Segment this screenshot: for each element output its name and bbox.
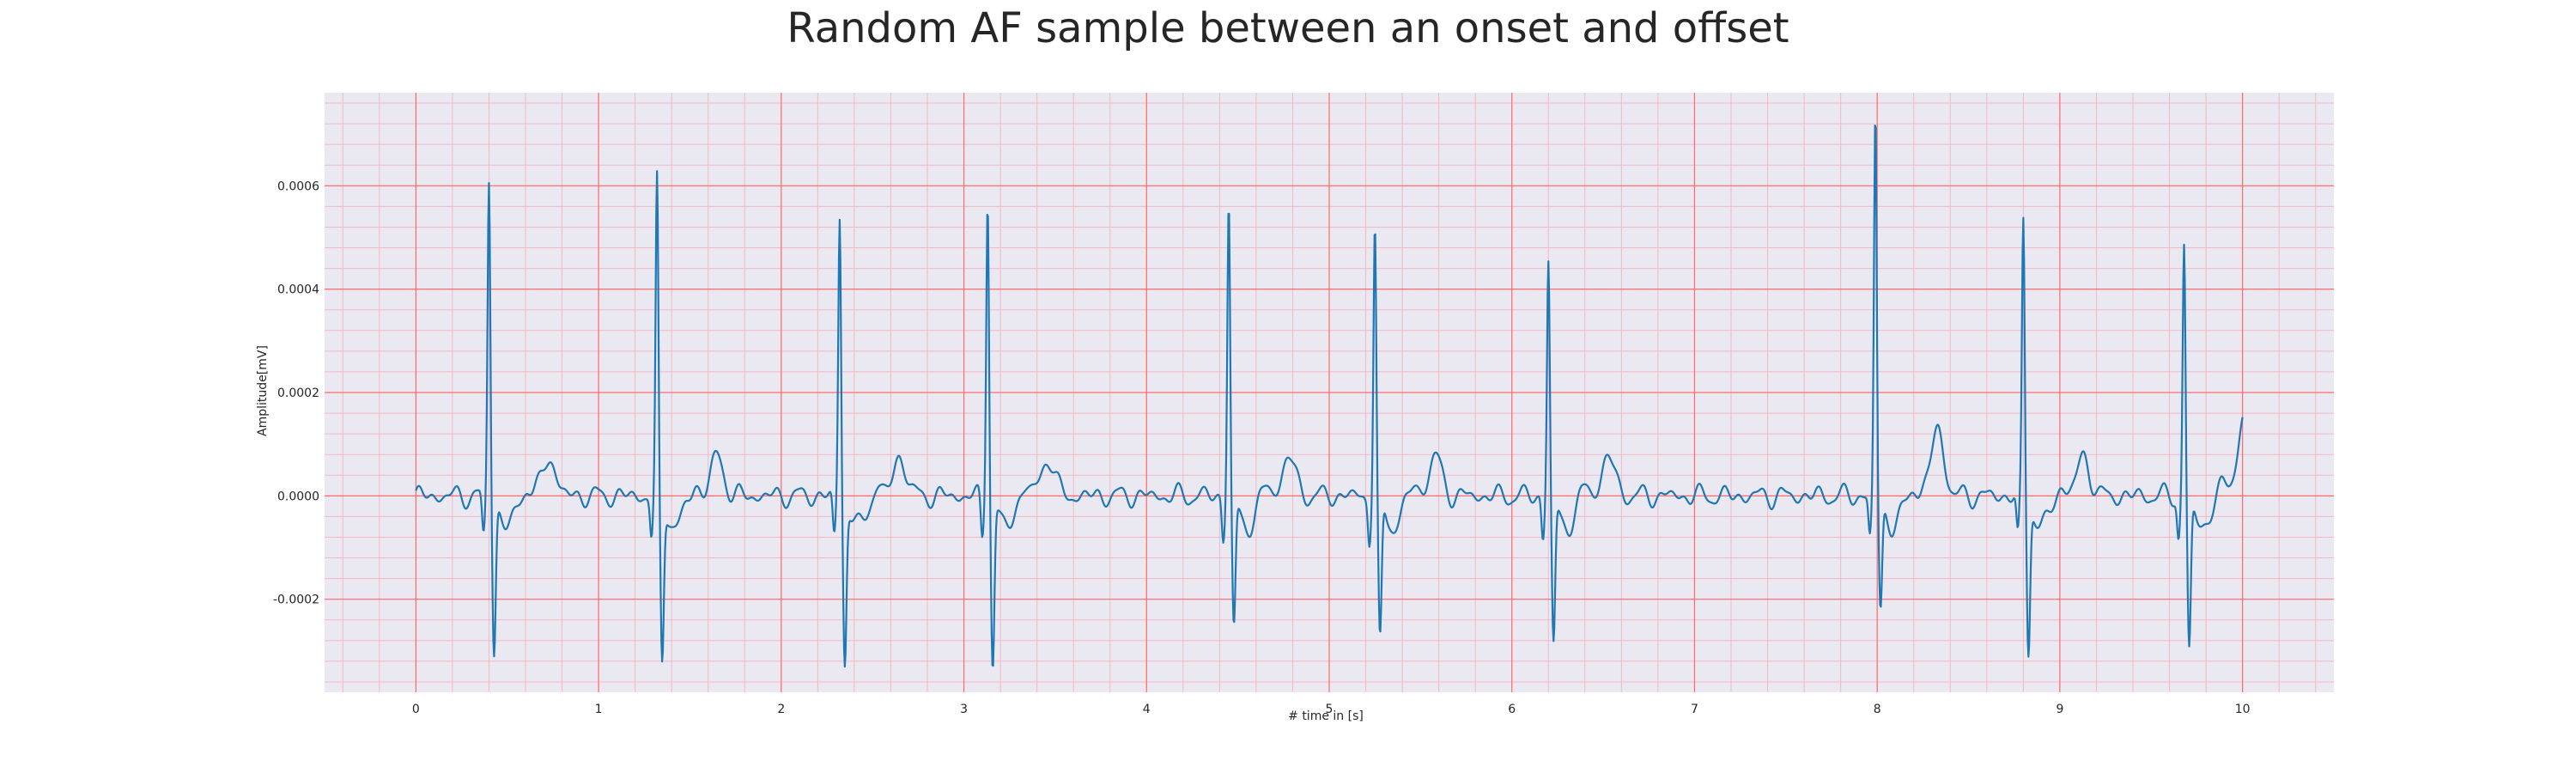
y-tick-label: -0.0002	[273, 593, 319, 607]
x-tick-label: 2	[777, 703, 785, 716]
x-tick-label: 1	[595, 703, 603, 716]
y-tick-label: 0.0006	[277, 180, 319, 193]
chart-title: Random AF sample between an onset and of…	[787, 4, 1789, 52]
x-tick-label: 0	[412, 703, 420, 716]
y-tick-label: 0.0000	[277, 490, 319, 503]
y-axis-label: Amplitude[mV]	[256, 345, 270, 436]
x-tick-label: 5	[1326, 703, 1334, 716]
x-axis-label: # time in [s]	[1288, 709, 1364, 723]
x-tick-label: 4	[1143, 703, 1151, 716]
x-tick-label: 7	[1691, 703, 1698, 716]
y-tick-label: 0.0004	[277, 283, 319, 297]
ecg-series-line	[415, 124, 2244, 668]
x-tick-labels: 0 1 2 3 4 5 6 7 8 9 10	[412, 703, 2251, 716]
y-tick-labels: -0.0002 0.0000 0.0002 0.0004 0.0006	[273, 180, 319, 606]
x-tick-label: 9	[2056, 703, 2063, 716]
x-tick-label: 8	[1874, 703, 1881, 716]
x-tick-label: 3	[960, 703, 968, 716]
x-tick-label: 6	[1508, 703, 1516, 716]
y-tick-label: 0.0002	[277, 386, 319, 400]
x-tick-label: 10	[2235, 703, 2251, 716]
